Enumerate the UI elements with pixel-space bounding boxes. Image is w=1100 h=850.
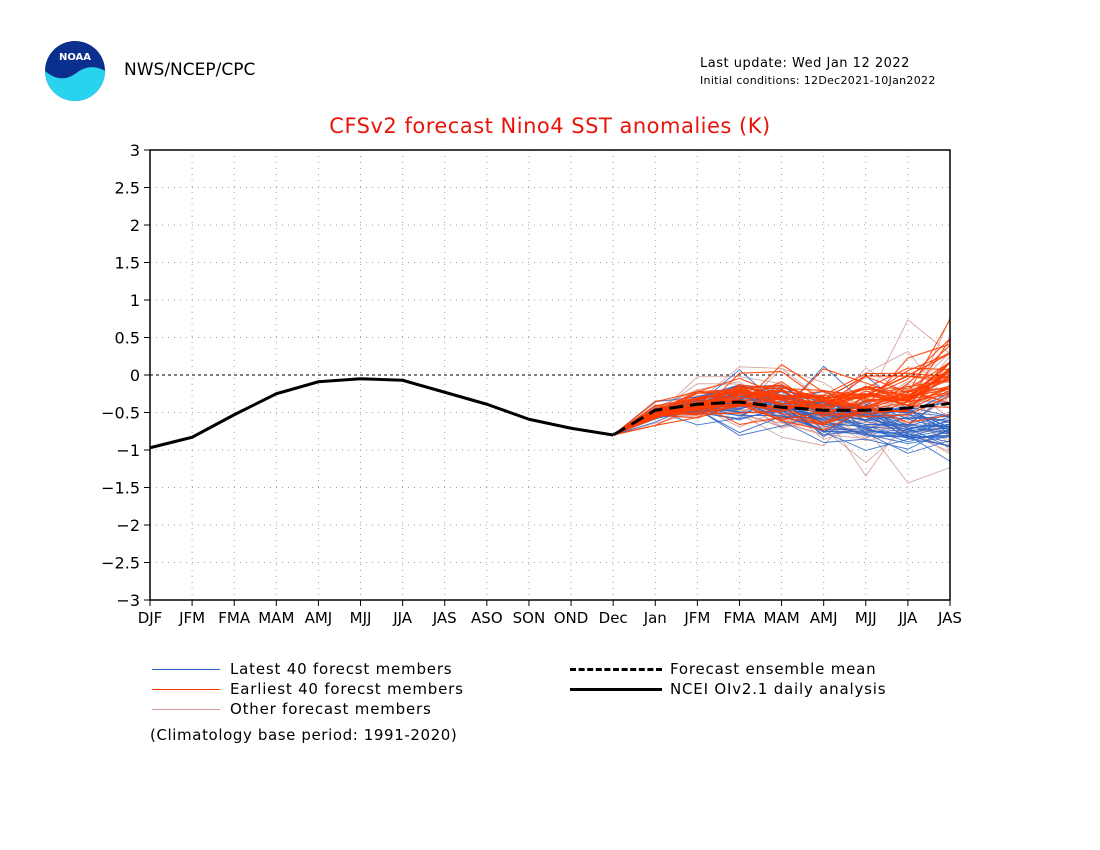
forecast-member-line bbox=[612, 393, 951, 436]
forecast-members bbox=[612, 317, 951, 484]
y-tick-label: 0 bbox=[130, 366, 140, 385]
y-tick-label: 0.5 bbox=[115, 329, 140, 348]
main-lines bbox=[149, 377, 951, 450]
x-tick-label: JFM bbox=[683, 609, 710, 627]
legend-earliest-label: Earliest 40 forecst members bbox=[230, 680, 464, 698]
x-tick-label: JFM bbox=[178, 609, 205, 627]
y-tick-label: 1 bbox=[130, 291, 140, 310]
chart-grid bbox=[150, 150, 950, 600]
noaa-logo: NOAA bbox=[45, 41, 105, 101]
y-tick-label: 2 bbox=[130, 216, 140, 235]
legend-mean-label: Forecast ensemble mean bbox=[670, 660, 877, 678]
x-tick-label: ASO bbox=[471, 609, 503, 627]
y-tick-label: −2 bbox=[116, 516, 140, 535]
x-tick-label: JAS bbox=[937, 609, 962, 627]
y-tick-label: −1.5 bbox=[101, 479, 140, 498]
legend-other-label: Other forecast members bbox=[230, 700, 432, 718]
forecast-member-line bbox=[612, 367, 951, 436]
x-tick-label: JAS bbox=[432, 609, 457, 627]
last-update-label: Last update: Wed Jan 12 2022 bbox=[700, 56, 910, 71]
legend-latest-swatch bbox=[152, 669, 220, 670]
legend-mean-swatch bbox=[570, 668, 662, 671]
y-tick-label: −2.5 bbox=[101, 554, 140, 573]
forecast-member-line bbox=[612, 375, 951, 436]
x-tick-label: OND bbox=[554, 609, 589, 627]
climatology-footnote: (Climatology base period: 1991-2020) bbox=[150, 726, 458, 744]
y-tick-label: −1 bbox=[116, 441, 140, 460]
legend-other-swatch bbox=[152, 709, 220, 710]
forecast-member-line bbox=[612, 385, 951, 436]
legend-latest-label: Latest 40 forecst members bbox=[230, 660, 453, 678]
legend-analysis-swatch bbox=[570, 688, 662, 691]
analysis-line bbox=[149, 377, 614, 450]
x-tick-label: SON bbox=[513, 609, 546, 627]
x-tick-label: FMA bbox=[218, 609, 251, 627]
x-tick-label: MJJ bbox=[350, 609, 372, 627]
y-tick-label: 2.5 bbox=[115, 179, 140, 198]
x-tick-label: Dec bbox=[599, 609, 628, 627]
ensemble-mean-line bbox=[612, 400, 951, 437]
legend-earliest-swatch bbox=[152, 689, 220, 690]
x-tick-label: MAM bbox=[764, 609, 800, 627]
y-tick-label: 1.5 bbox=[115, 254, 140, 273]
chart-title: CFSv2 forecast Nino4 SST anomalies (K) bbox=[329, 114, 771, 138]
x-tick-label: MAM bbox=[258, 609, 294, 627]
initial-conditions-label: Initial conditions: 12Dec2021-10Jan2022 bbox=[700, 74, 936, 87]
y-tick-label: −0.5 bbox=[101, 404, 140, 423]
forecast-member-line bbox=[612, 385, 951, 436]
x-tick-label: MJJ bbox=[855, 609, 877, 627]
x-tick-label: FMA bbox=[724, 609, 757, 627]
forecast-member-line bbox=[612, 375, 951, 436]
y-tick-labels: 3 2.5 2 1.5 1 0.5 0 −0.5 −1 −1.5 −2 −2.5 −3 bbox=[101, 141, 150, 610]
x-tick-label: AMJ bbox=[810, 609, 838, 627]
x-tick-label: AMJ bbox=[305, 609, 333, 627]
x-tick-label: DJF bbox=[138, 609, 163, 627]
y-tick-label: −3 bbox=[116, 591, 140, 610]
x-tick-label: Jan bbox=[643, 609, 667, 627]
y-tick-label: 3 bbox=[130, 141, 140, 160]
x-tick-labels: DJF JFM FMA MAM AMJ MJJ JJA JAS ASO SON OND Dec Jan J… bbox=[138, 600, 962, 627]
logo-text: NOAA bbox=[59, 52, 91, 63]
x-tick-label: JJA bbox=[392, 609, 413, 627]
x-tick-label: JJA bbox=[897, 609, 918, 627]
organization-label: NWS/NCEP/CPC bbox=[124, 60, 256, 80]
legend-analysis-label: NCEI OIv2.1 daily analysis bbox=[670, 680, 887, 698]
